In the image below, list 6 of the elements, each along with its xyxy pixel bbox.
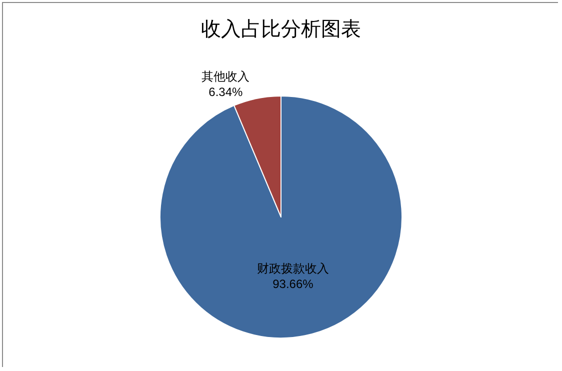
pie-slice [160, 96, 402, 338]
data-label: 93.66% [272, 277, 314, 292]
slice-label: 财政拨款收入 [256, 262, 329, 276]
data-label: 6.34% [208, 84, 243, 99]
chart-title: 收入占比分析图表 [201, 18, 361, 40]
slice-label: 其他收入 [202, 69, 250, 84]
